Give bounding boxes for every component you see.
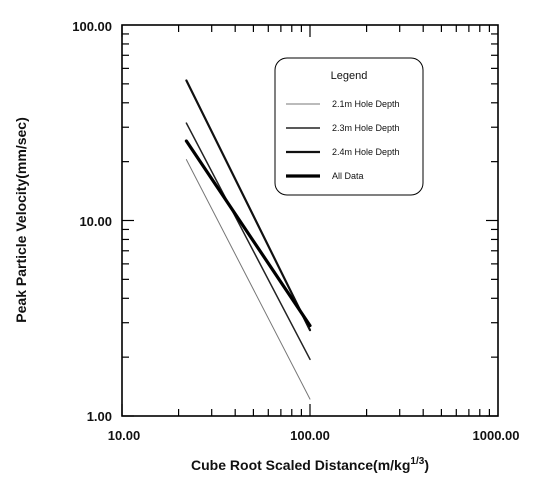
y-tick-label-10: 10.00 bbox=[79, 214, 112, 229]
x-tick-label-1000: 1000.00 bbox=[473, 428, 520, 443]
legend-box bbox=[274, 57, 424, 196]
legend: Legend 2.1m Hole Depth 2.3m Hole Depth 2.4… bbox=[274, 57, 424, 196]
series-line-1 bbox=[185, 159, 311, 400]
x-tick-label-10: 10.00 bbox=[108, 428, 141, 443]
series-line-3 bbox=[185, 79, 312, 332]
legend-label-3: 2.4m Hole Depth bbox=[332, 147, 400, 157]
y-tick-label-1: 1.00 bbox=[87, 409, 112, 424]
y-axis-ticks bbox=[122, 33, 498, 417]
series-lines bbox=[184, 79, 312, 400]
legend-entries: 2.1m Hole Depth 2.3m Hole Depth 2.4m Hole … bbox=[286, 99, 400, 181]
x-tick-label-100: 100.00 bbox=[290, 428, 330, 443]
series-line-2 bbox=[185, 122, 311, 361]
legend-title: Legend bbox=[331, 70, 368, 82]
legend-label-1: 2.1m Hole Depth bbox=[332, 99, 400, 109]
x-axis-title: Cube Root Scaled Distance(m/kg1/3) bbox=[191, 456, 429, 473]
x-axis-ticks bbox=[121, 25, 490, 416]
legend-label-4: All Data bbox=[332, 171, 364, 181]
x-axis-title-main: Cube Root Scaled Distance(m/kg bbox=[191, 457, 410, 473]
y-axis-title: Peak Particle Velocity(mm/sec) bbox=[13, 117, 29, 322]
series-line-4 bbox=[184, 139, 312, 328]
y-tick-label-100: 100.00 bbox=[72, 19, 112, 34]
x-axis-title-end: ) bbox=[424, 457, 429, 473]
x-axis-title-superscript: 1/3 bbox=[410, 456, 424, 467]
legend-label-2: 2.3m Hole Depth bbox=[332, 123, 400, 133]
